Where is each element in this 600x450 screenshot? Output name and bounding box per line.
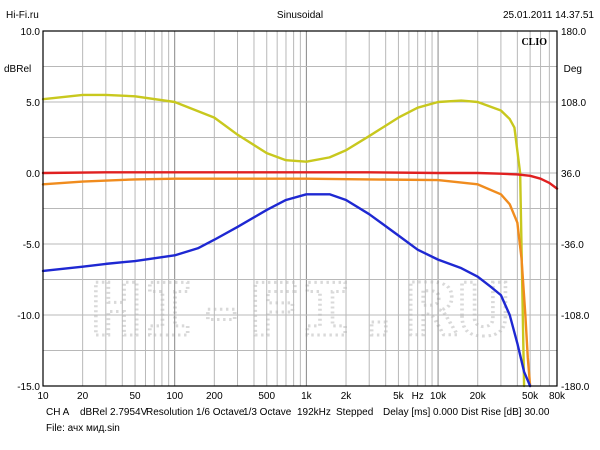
series-line-3: [41, 177, 532, 388]
footer-rate: 192kHz: [297, 407, 331, 418]
y-tick-label: 10.0: [21, 27, 41, 38]
x-tick-label: 50: [129, 391, 141, 402]
footer-channel: CH A: [46, 407, 70, 418]
y-axis-label: dBRel: [4, 64, 31, 75]
x-tick-label: 100: [166, 391, 183, 402]
footer-file: File: ачх мид.sin: [46, 423, 120, 434]
x-tick-label: 2k: [341, 391, 353, 402]
y-tick-label: -15.0: [17, 382, 40, 393]
footer-resolution: Resolution 1/6 Octave: [146, 407, 245, 418]
y2-tick-label: -108.0: [561, 311, 590, 322]
x-unit-label: Hz: [412, 391, 424, 402]
y2-tick-label: 108.0: [561, 98, 586, 109]
series-line-1: [41, 93, 526, 388]
y-tick-label: -10.0: [17, 311, 40, 322]
series-line-4: [41, 193, 532, 388]
tick-labels: 10 20 50 100 200 500 1k 2k 5k 10k 20k 50k 80k Hz 10.0 5…: [17, 27, 590, 402]
y2-tick-label: 36.0: [561, 169, 581, 180]
footer-dist-rise: Dist Rise [dB] 30.00: [461, 407, 550, 418]
y2-tick-label: -36.0: [561, 240, 584, 251]
x-tick-label: 20: [77, 391, 89, 402]
series-group: [41, 93, 559, 388]
footer-delay: Delay [ms] 0.000: [383, 407, 458, 418]
plot-frame: [42, 30, 558, 387]
y2-tick-label: -180.0: [561, 382, 590, 393]
x-tick-label: 20k: [470, 391, 487, 402]
header-center: Sinusoidal: [277, 10, 323, 21]
y2-tick-label: 180.0: [561, 27, 586, 38]
header-right: 25.01.2011 14.37.51: [503, 10, 594, 21]
x-tick-label: 5k: [393, 391, 405, 402]
x-tick-label: 500: [258, 391, 275, 402]
footer-octave: 1/3 Octave: [243, 407, 292, 418]
x-tick-label: 10k: [430, 391, 447, 402]
footer-dbrel: dBRel 2.7954V: [80, 407, 148, 418]
y-tick-label: 5.0: [26, 98, 40, 109]
footer-stepped: Stepped: [336, 407, 373, 418]
series-line-2: [41, 171, 559, 190]
x-tick-label: 10: [37, 391, 49, 402]
y-tick-label: -5.0: [23, 240, 41, 251]
x-tick-label: 200: [206, 391, 223, 402]
y-tick-label: 0.0: [26, 169, 40, 180]
x-tick-label: 80k: [549, 391, 566, 402]
y2-axis-label: Deg: [564, 64, 582, 75]
clio-logo: CLIO: [521, 37, 547, 48]
x-tick-label: 50k: [522, 391, 539, 402]
x-tick-label: 1k: [301, 391, 313, 402]
header-left: Hi-Fi.ru: [6, 10, 39, 21]
